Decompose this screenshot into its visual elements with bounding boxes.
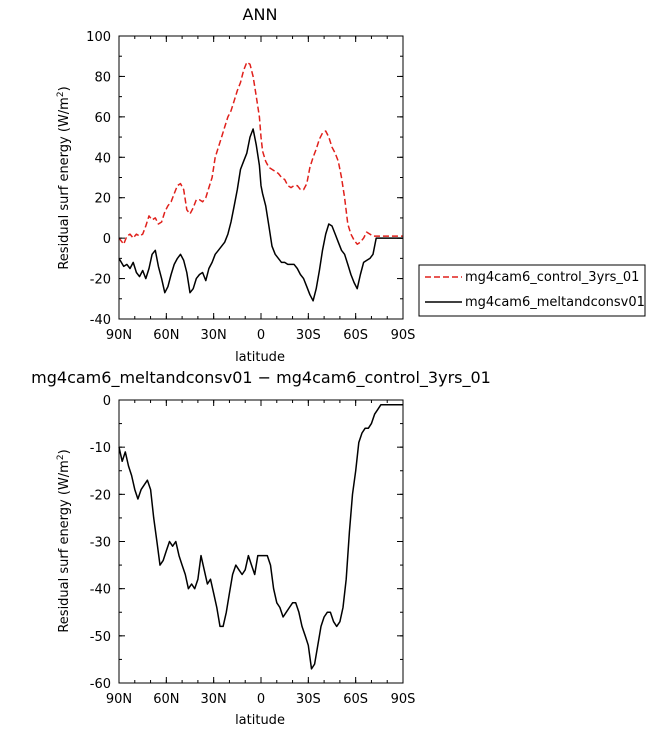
bottom-chart-ytick-label: -50 <box>90 630 111 645</box>
bottom-chart-ytick-label: 0 <box>103 394 111 409</box>
legend-box <box>418 264 646 317</box>
top-chart-ylabel: Residual surf energy (W/m2) <box>56 86 72 269</box>
top-chart-xtick-label: 60S <box>343 328 368 343</box>
bottom-chart-ytick-label: -30 <box>90 536 111 551</box>
top-chart-ylabel-end: ) <box>57 86 72 91</box>
legend-label-control: mg4cam6_control_3yrs_01 <box>465 270 639 285</box>
bottom-chart-ylabel-sup: 2 <box>56 454 66 460</box>
top-chart-xtick-label: 30N <box>201 328 227 343</box>
top-chart-ytick-label: 0 <box>103 232 111 247</box>
bottom-chart-title: mg4cam6_meltandconsv01 − mg4cam6_control… <box>31 368 491 388</box>
top-chart-ytick-label: 60 <box>94 111 111 126</box>
top-chart-series-layer <box>118 61 403 302</box>
top-chart-xtick-label: 30S <box>296 328 321 343</box>
bottom-chart-ylabel: Residual surf energy (W/m2) <box>56 449 72 632</box>
top-chart-ylabel-main: Residual surf energy (W/m <box>57 97 72 270</box>
bottom-chart-ytick-label: -10 <box>90 441 111 456</box>
bottom-chart-frame <box>118 399 404 684</box>
bottom-chart-xtick-label: 30N <box>201 692 227 707</box>
top-chart-xtick-label: 60N <box>153 328 179 343</box>
top-chart-xlabel: latitude <box>235 350 285 365</box>
bottom-chart-series-layer <box>118 403 403 670</box>
bottom-chart-ytick-label: -20 <box>90 488 111 503</box>
top-chart-xtick-label: 90S <box>391 328 416 343</box>
top-chart-ytick-label: 100 <box>86 30 111 45</box>
top-chart-ytick-label: -40 <box>90 313 111 328</box>
bottom-chart-xtick-label: 60N <box>153 692 179 707</box>
bottom-chart-series-difference <box>118 403 403 670</box>
bottom-chart-xtick-label: 60S <box>343 692 368 707</box>
bottom-chart-ytick-label: -60 <box>90 677 111 692</box>
bottom-chart-panel: mg4cam6_meltandconsv01 − mg4cam6_control… <box>31 368 491 728</box>
top-chart-panel: ANN 90N 60N 30N 0 30S 60S 90S -40 -20 0 20 40 60 80 10… <box>56 5 415 365</box>
top-chart-ytick-label: 80 <box>94 70 111 85</box>
bottom-chart-xtick-label: 0 <box>257 692 265 707</box>
top-chart-series-mg4cam6_control_3yrs_01 <box>118 61 403 245</box>
top-chart-xtick-label: 0 <box>257 328 265 343</box>
top-chart-ytick-label: -20 <box>90 273 111 288</box>
top-chart-ytick-label: 40 <box>94 151 111 166</box>
top-chart-series-mg4cam6_meltandconsv01 <box>118 128 403 302</box>
legend-label-melt: mg4cam6_meltandconsv01 <box>465 295 645 310</box>
bottom-chart-xlabel: latitude <box>235 713 285 728</box>
legend: mg4cam6_control_3yrs_01 mg4cam6_meltandc… <box>418 264 646 317</box>
top-chart-ytick-label: 20 <box>94 192 111 207</box>
bottom-chart-ylabel-main: Residual surf energy (W/m <box>57 460 72 633</box>
bottom-chart-ticks: 90N 60N 30N 0 30S 60S 90S -60 -50 -40 -30 -20 -10 0 <box>90 394 416 707</box>
top-chart-xtick-label: 90N <box>106 328 132 343</box>
bottom-chart-ylabel-end: ) <box>57 449 72 454</box>
bottom-chart-ytick-label: -40 <box>90 583 111 598</box>
top-chart-ylabel-sup: 2 <box>56 91 66 97</box>
bottom-chart-xtick-label: 90S <box>391 692 416 707</box>
top-chart-title: ANN <box>243 5 278 24</box>
bottom-chart-xtick-label: 90N <box>106 692 132 707</box>
top-chart-ticks: 90N 60N 30N 0 30S 60S 90S -40 -20 0 20 40 60 80 100 <box>86 30 415 343</box>
bottom-chart-xtick-label: 30S <box>296 692 321 707</box>
